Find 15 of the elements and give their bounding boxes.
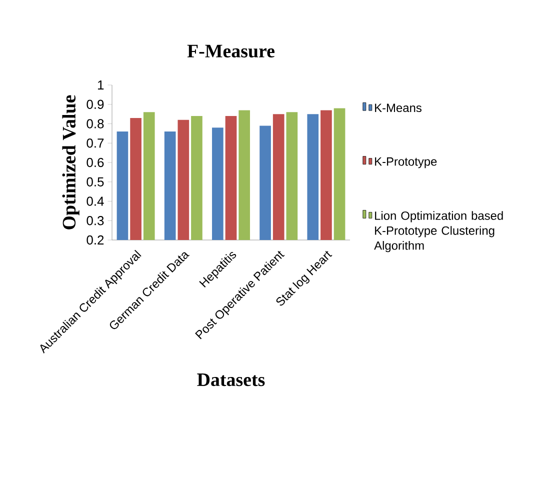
- y-tick-label: 0.8: [86, 119, 104, 128]
- y-tick-label: 0.4: [86, 196, 104, 206]
- y-tick-label: 0.5: [86, 177, 104, 186]
- legend-label: Lion Optimization based K-Prototype Clustering Algorithm: [374, 211, 503, 252]
- legend-label: K-Prototype: [375, 157, 437, 168]
- y-axis-title: Optimized Value: [62, 95, 80, 230]
- y-tick-label: 0.6: [86, 158, 104, 168]
- y-tick-label: 0.3: [86, 216, 104, 226]
- chart-title: F-Measure: [187, 44, 274, 58]
- y-tick-label: 1: [98, 80, 104, 90]
- y-tick-label: 0.9: [86, 100, 104, 109]
- y-tick-label: 0.7: [86, 138, 104, 148]
- legend-label: K-Means: [375, 104, 422, 112]
- x-axis-title: Datasets: [197, 374, 265, 386]
- y-tick-label: 0.2: [86, 235, 104, 245]
